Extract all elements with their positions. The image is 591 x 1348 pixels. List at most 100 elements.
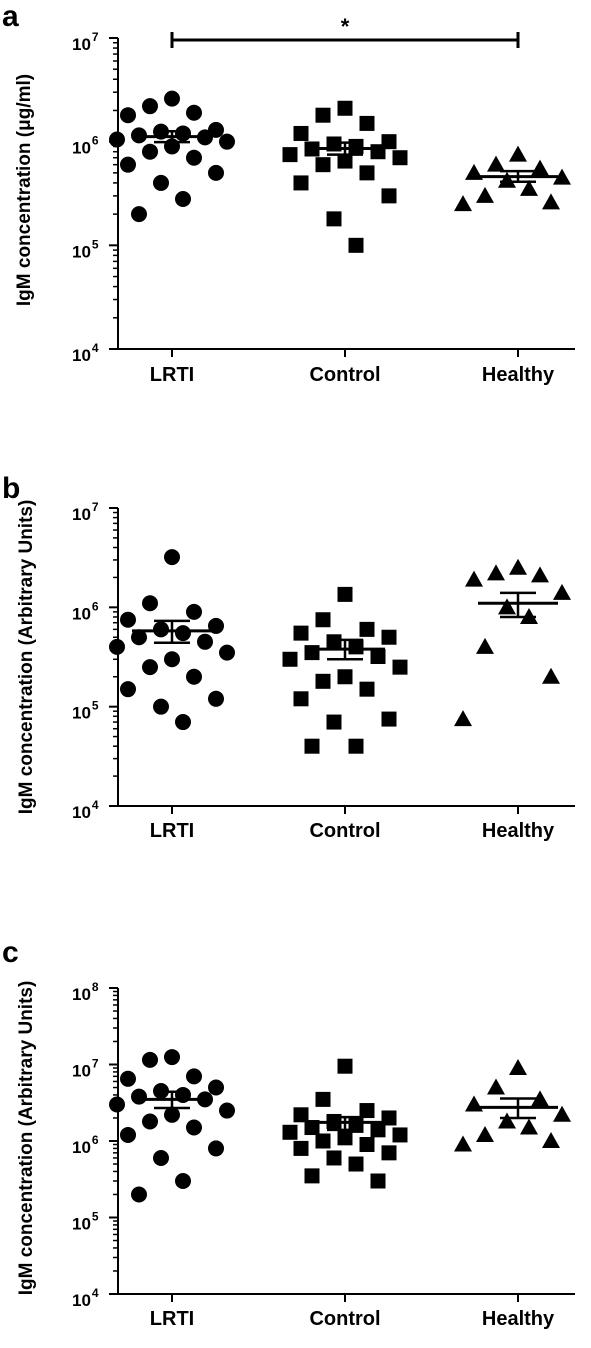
y-tick-label: 104 — [72, 341, 99, 365]
data-point-triangle — [476, 1125, 494, 1142]
data-point-circle — [164, 1106, 180, 1123]
x-tick-label: LRTI — [150, 364, 194, 386]
data-point-triangle — [520, 1118, 538, 1135]
data-point-square — [359, 115, 375, 131]
data-point-square — [293, 1107, 309, 1123]
data-point-circle — [153, 698, 169, 715]
data-point-square — [315, 157, 331, 173]
y-axis-label: IgM concentration (Arbitrary Units) — [16, 981, 37, 1296]
data-point-triangle — [531, 566, 549, 583]
x-tick-label: LRTI — [150, 820, 194, 842]
data-point-circle — [131, 1186, 147, 1203]
y-tick-label: 105 — [72, 237, 99, 261]
data-point-circle — [164, 651, 180, 668]
data-point-square — [337, 669, 353, 685]
data-point-triangle — [487, 1078, 505, 1095]
data-point-square — [315, 107, 331, 123]
data-point-circle — [109, 638, 125, 655]
data-point-square — [381, 629, 397, 645]
data-point-square — [293, 625, 309, 641]
data-point-square — [359, 681, 375, 697]
y-tick-label: 107 — [72, 30, 99, 54]
data-point-circle — [186, 104, 202, 121]
y-tick-label: 104 — [72, 1286, 99, 1310]
data-point-square — [337, 1130, 353, 1146]
data-point-square — [315, 673, 331, 689]
data-point-circle — [153, 1149, 169, 1166]
data-point-square — [337, 153, 353, 169]
data-point-circle — [142, 143, 158, 160]
data-point-triangle — [476, 637, 494, 654]
data-point-triangle — [509, 558, 527, 575]
data-point-square — [348, 738, 364, 754]
data-point-square — [282, 147, 298, 163]
data-point-circle — [186, 1068, 202, 1085]
x-tick-label: LRTI — [150, 1308, 194, 1330]
data-point-square — [326, 714, 342, 730]
data-point-circle — [120, 156, 136, 173]
data-point-square — [359, 165, 375, 181]
data-point-circle — [219, 644, 235, 661]
data-point-square — [337, 100, 353, 116]
data-point-square — [293, 175, 309, 191]
data-point-circle — [153, 174, 169, 191]
data-point-square — [293, 1140, 309, 1156]
x-tick-label: Healthy — [482, 820, 555, 842]
x-tick-label: Control — [309, 364, 380, 386]
data-point-triangle — [498, 1112, 516, 1129]
data-point-square — [359, 1137, 375, 1153]
data-point-circle — [175, 125, 191, 142]
data-point-triangle — [465, 570, 483, 587]
data-point-circle — [131, 629, 147, 646]
data-point-triangle — [531, 1090, 549, 1107]
data-point-square — [282, 651, 298, 667]
data-point-triangle — [465, 1095, 483, 1112]
x-tick-label: Healthy — [482, 1308, 555, 1330]
data-point-triangle — [542, 1132, 560, 1148]
data-point-circle — [186, 668, 202, 685]
data-point-circle — [131, 1088, 147, 1105]
data-point-circle — [219, 133, 235, 150]
data-point-circle — [208, 164, 224, 181]
data-point-circle — [109, 131, 125, 148]
data-point-square — [392, 150, 408, 166]
x-tick-label: Control — [309, 820, 380, 842]
y-tick-label: 107 — [72, 1057, 99, 1081]
data-point-triangle — [487, 155, 505, 172]
data-point-square — [359, 621, 375, 637]
data-point-square — [315, 1133, 331, 1149]
data-point-triangle — [520, 179, 538, 196]
data-point-circle — [197, 633, 213, 650]
y-axis-label: IgM concentration (μg/ml) — [14, 74, 35, 306]
data-point-square — [337, 1058, 353, 1074]
data-point-circle — [142, 659, 158, 676]
panel-letter-b: b — [2, 472, 20, 505]
data-point-square — [348, 138, 364, 154]
data-point-circle — [186, 603, 202, 620]
data-point-triangle — [509, 145, 527, 162]
data-point-triangle — [498, 171, 516, 188]
y-tick-label: 108 — [72, 980, 99, 1004]
data-point-triangle — [542, 193, 560, 210]
data-point-square — [381, 1110, 397, 1126]
data-point-circle — [175, 625, 191, 642]
data-point-square — [370, 144, 386, 160]
data-point-circle — [142, 98, 158, 115]
data-point-triangle — [553, 168, 571, 185]
data-point-triangle — [454, 195, 472, 212]
data-point-square — [381, 188, 397, 204]
data-point-square — [348, 237, 364, 253]
data-point-circle — [164, 1049, 180, 1066]
data-point-square — [381, 711, 397, 727]
x-tick-label: Healthy — [482, 364, 555, 386]
data-point-square — [381, 1145, 397, 1161]
data-point-circle — [186, 149, 202, 166]
data-point-circle — [164, 90, 180, 107]
data-point-triangle — [454, 1135, 472, 1152]
data-point-square — [326, 1150, 342, 1166]
data-point-square — [370, 1122, 386, 1138]
data-point-square — [326, 634, 342, 650]
data-point-square — [315, 612, 331, 628]
data-point-square — [370, 1173, 386, 1189]
